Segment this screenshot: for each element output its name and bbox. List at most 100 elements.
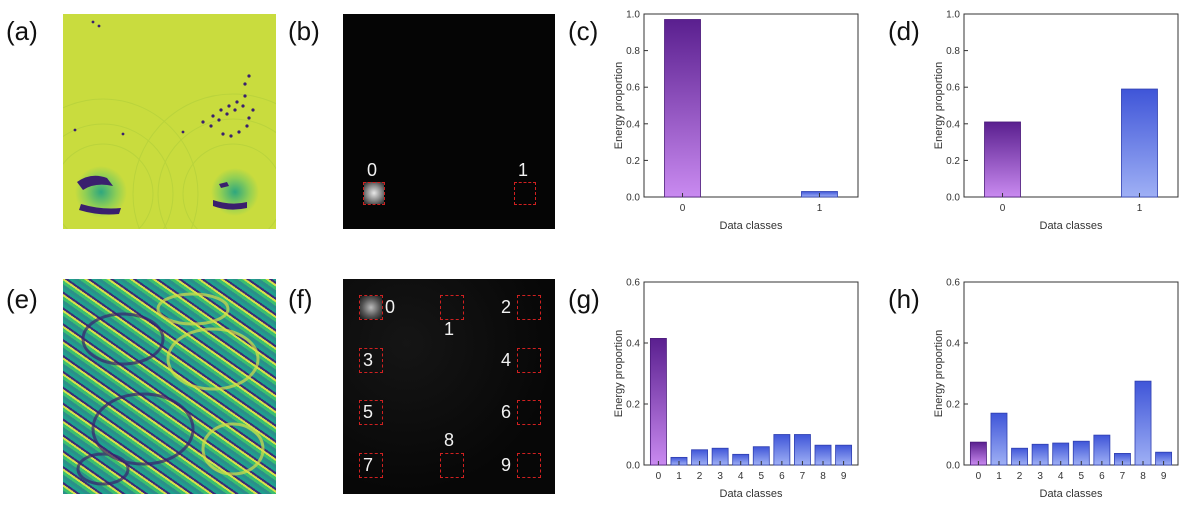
detector-label-f4: 4 (501, 350, 512, 370)
detector-box-f7 (359, 453, 383, 478)
detector-label-f2: 2 (501, 297, 512, 317)
y-tick-label: 0.0 (946, 193, 960, 204)
bar-class-7 (794, 434, 811, 466)
output-plane-image-b: 0 1 (343, 14, 555, 229)
phase-mask-image-e (63, 279, 276, 494)
energy-spot-f0 (360, 296, 382, 319)
phase-mask-pattern-e (76, 292, 265, 486)
x-tick-label: 5 (759, 471, 765, 482)
x-tick-label: 5 (1079, 471, 1085, 482)
bar-class-6 (1093, 434, 1111, 466)
x-tick-label: 8 (820, 471, 826, 482)
bar-class-8 (1134, 380, 1152, 466)
detector-label-1: 1 (518, 160, 529, 180)
x-tick-label: 1 (996, 471, 1002, 482)
detector-box-f8 (440, 453, 464, 478)
detector-label-0: 0 (367, 160, 378, 180)
x-tick-label: 6 (1099, 471, 1105, 482)
y-axis-label: Energy proportion (613, 330, 625, 417)
x-tick-label: 9 (1161, 471, 1167, 482)
bar-chart-h: 0.0 0.2 0.4 0.6 0 1 2 3 4 5 6 7 8 9 Data classes Energy… (933, 278, 1179, 500)
bar-class-1 (1121, 88, 1158, 198)
detector-label-f1: 1 (444, 319, 455, 339)
y-tick-label: 0.4 (946, 339, 960, 350)
x-tick-label: 4 (1058, 471, 1064, 482)
y-tick-label: 0.2 (946, 156, 960, 167)
plot-frame (963, 13, 1179, 198)
plot-frame (643, 13, 859, 198)
plot-frame (643, 281, 859, 466)
y-tick-label: 0.0 (946, 461, 960, 472)
panel-label-g: (g) (568, 284, 600, 314)
detector-label-f8: 8 (444, 430, 455, 450)
y-tick-label: 0.6 (946, 83, 960, 94)
phase-mask-pattern-a (63, 20, 276, 229)
y-axis-label: Energy proportion (933, 62, 945, 149)
energy-spot-0 (364, 182, 384, 204)
x-tick-label: 6 (779, 471, 785, 482)
y-tick-label: 0.4 (946, 119, 960, 130)
y-tick-label: 0.2 (626, 156, 640, 167)
detector-box-0 (363, 182, 385, 205)
x-tick-label: 0 (1000, 203, 1006, 214)
x-tick-label: 2 (1017, 471, 1023, 482)
y-tick-label: 1.0 (626, 10, 640, 21)
output-plane-image-f: 0 1 2 3 4 5 6 7 8 9 (343, 279, 555, 494)
x-axis-label: Data classes (720, 220, 783, 232)
x-tick-label: 1 (1137, 203, 1143, 214)
x-tick-label: 3 (1037, 471, 1043, 482)
detector-box-f2 (517, 295, 541, 320)
detector-label-f9: 9 (501, 455, 512, 475)
panel-label-c: (c) (568, 16, 599, 46)
x-tick-label: 2 (697, 471, 703, 482)
x-tick-label: 7 (1120, 471, 1126, 482)
detector-box-f6 (517, 400, 541, 425)
panel-label-d: (d) (888, 16, 920, 46)
panel-label-f: (f) (288, 284, 313, 314)
phase-mask-image-a (63, 14, 276, 229)
detector-box-f0 (359, 295, 383, 320)
bar-chart-c: 0.0 0.2 0.4 0.6 0.8 1.0 0 1 Data classes Energy p… (613, 10, 859, 232)
y-tick-label: 0.4 (626, 339, 640, 350)
y-tick-label: 0.2 (626, 400, 640, 411)
x-tick-label: 9 (841, 471, 847, 482)
y-tick-label: 0.8 (946, 46, 960, 57)
y-tick-label: 0.0 (626, 461, 640, 472)
bar-class-6 (773, 434, 791, 466)
x-tick-label: 1 (676, 471, 682, 482)
y-tick-label: 0.2 (946, 400, 960, 411)
detector-box-f9 (517, 453, 541, 478)
x-tick-label: 0 (976, 471, 982, 482)
y-tick-label: 1.0 (946, 10, 960, 21)
detector-box-f3 (359, 348, 383, 373)
bar-class-0 (984, 121, 1021, 198)
bar-class-0 (664, 19, 701, 198)
bar-chart-g: 0.0 0.2 0.4 0.6 0 1 2 3 4 5 6 7 8 9 Data classes Energy… (613, 278, 859, 500)
y-tick-label: 0.4 (626, 119, 640, 130)
bar-class-1 (990, 412, 1008, 466)
y-axis-label: Energy proportion (933, 330, 945, 417)
x-tick-label: 0 (656, 471, 662, 482)
panel-label-e: (e) (6, 284, 38, 314)
detector-label-f6: 6 (501, 402, 512, 422)
x-tick-label: 8 (1140, 471, 1146, 482)
x-axis-label: Data classes (720, 488, 783, 500)
detector-label-f5: 5 (363, 402, 374, 422)
plot-frame (963, 281, 1179, 466)
detector-box-f1 (440, 295, 464, 320)
detector-box-f4 (517, 348, 541, 373)
x-tick-label: 7 (800, 471, 806, 482)
x-axis-label: Data classes (1040, 220, 1103, 232)
y-tick-label: 0.6 (626, 278, 640, 289)
detector-label-f0: 0 (385, 297, 396, 317)
x-tick-label: 4 (738, 471, 744, 482)
bar-chart-d: 0.0 0.2 0.4 0.6 0.8 1.0 0 1 Data classes Energy p… (933, 10, 1179, 232)
y-tick-label: 0.6 (946, 278, 960, 289)
detector-box-f5 (359, 400, 383, 425)
panel-label-b: (b) (288, 16, 320, 46)
y-tick-label: 0.8 (626, 46, 640, 57)
x-tick-label: 1 (817, 203, 823, 214)
x-tick-label: 0 (680, 203, 686, 214)
detector-box-1 (514, 182, 536, 205)
panel-label-h: (h) (888, 284, 920, 314)
